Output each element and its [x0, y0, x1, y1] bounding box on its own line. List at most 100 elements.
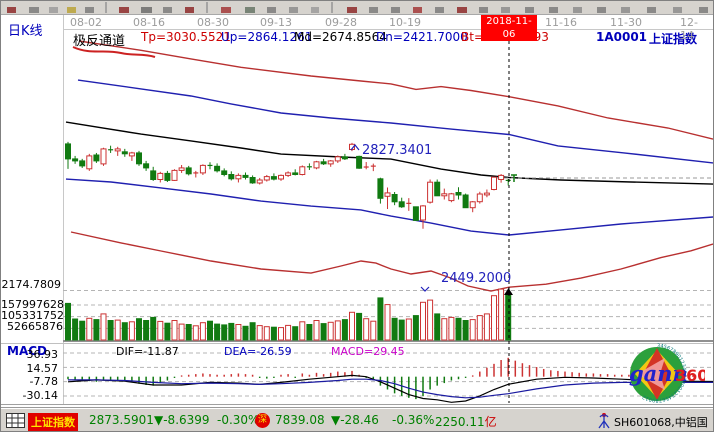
toolbar-icon-fragment[interactable] — [105, 2, 107, 13]
toolbar-icon-fragment[interactable] — [119, 7, 129, 13]
volume-bar[interactable] — [363, 318, 370, 341]
toolbar-icon-fragment[interactable] — [29, 7, 39, 13]
candle-body[interactable] — [448, 193, 455, 202]
quote-grid-icon[interactable] — [6, 413, 25, 428]
volume-bar[interactable] — [327, 321, 334, 341]
toolbar-icon-fragment[interactable] — [573, 7, 582, 13]
volume-bar[interactable] — [349, 311, 355, 341]
volume-bar[interactable] — [164, 322, 171, 341]
volume-bar[interactable] — [462, 320, 469, 341]
toolbar-icon-fragment[interactable] — [435, 7, 444, 13]
volume-bar[interactable] — [107, 320, 114, 341]
volume-bar[interactable] — [306, 324, 313, 341]
candle-body[interactable] — [476, 193, 483, 203]
toolbar-icon-fragment[interactable] — [699, 7, 708, 13]
volume-bar[interactable] — [334, 320, 341, 341]
candle-body[interactable] — [398, 201, 405, 208]
volume-bar[interactable] — [86, 317, 93, 341]
candle-body[interactable] — [65, 143, 71, 160]
candle-body[interactable] — [79, 160, 86, 167]
volume-bar[interactable] — [405, 318, 412, 341]
volume-bar[interactable] — [121, 322, 128, 341]
volume-bar[interactable] — [299, 321, 306, 341]
toolbar-icon-fragment[interactable] — [457, 7, 467, 13]
volume-bar[interactable] — [448, 316, 455, 341]
candle-body[interactable] — [143, 163, 150, 169]
candle-body[interactable] — [86, 155, 93, 170]
toolbar-icon-fragment[interactable] — [49, 7, 58, 13]
volume-bar[interactable] — [370, 320, 377, 341]
candle-body[interactable] — [441, 193, 448, 197]
candle-body[interactable] — [256, 179, 263, 184]
candle-body[interactable] — [157, 172, 164, 180]
volume-bar[interactable] — [491, 295, 497, 341]
volume-bar[interactable] — [65, 302, 71, 341]
candle-body[interactable] — [128, 152, 135, 157]
candle-body[interactable] — [412, 206, 419, 221]
volume-bar[interactable] — [192, 325, 199, 341]
volume-bar[interactable] — [270, 326, 277, 341]
toolbar-icon-fragment[interactable] — [621, 7, 630, 13]
sz-market-icon[interactable]: 深 — [255, 413, 270, 428]
toolbar-icon-fragment[interactable] — [331, 2, 333, 13]
candle-body[interactable] — [263, 176, 270, 181]
volume-bar[interactable] — [263, 326, 270, 341]
candle-body[interactable] — [341, 156, 348, 160]
candle-body[interactable] — [349, 143, 355, 151]
candle-body[interactable] — [114, 148, 121, 152]
volume-bar[interactable] — [384, 304, 391, 341]
toolbar-icon-fragment[interactable] — [163, 7, 172, 13]
volume-bar[interactable] — [434, 313, 441, 341]
channel-indicator-name[interactable]: 极反通道 — [73, 34, 126, 49]
volume-bar[interactable] — [199, 322, 206, 341]
candle-body[interactable] — [199, 164, 206, 174]
toolbar-icon-fragment[interactable] — [597, 7, 606, 13]
toolbar-icon-fragment[interactable] — [391, 7, 400, 13]
volume-bar[interactable] — [93, 319, 100, 341]
candle-body[interactable] — [377, 178, 384, 199]
volume-bar[interactable] — [476, 315, 483, 341]
candle-body[interactable] — [214, 165, 221, 172]
toolbar-icon-fragment[interactable] — [647, 7, 656, 13]
candle-body[interactable] — [249, 177, 256, 184]
candle-body[interactable] — [455, 192, 462, 196]
volume-bar[interactable] — [207, 320, 213, 341]
linked-stock-info[interactable]: SH601068,中铝国际 — [614, 416, 708, 429]
candle-body[interactable] — [498, 174, 505, 180]
volume-bar[interactable] — [178, 323, 185, 341]
volume-bar[interactable] — [285, 324, 292, 341]
toolbar-icon-fragment[interactable] — [206, 2, 208, 13]
volume-bar[interactable] — [441, 318, 448, 341]
candle-body[interactable] — [164, 172, 171, 181]
volume-bar[interactable] — [221, 324, 228, 341]
candle-body[interactable] — [299, 166, 306, 176]
volume-bar[interactable] — [483, 313, 490, 341]
candle-body[interactable] — [136, 152, 142, 165]
volume-bar[interactable] — [72, 318, 79, 341]
volume-bar[interactable] — [136, 318, 142, 341]
macd-pane-title[interactable]: MACD — [7, 344, 47, 358]
candle-body[interactable] — [285, 172, 292, 176]
candle-body[interactable] — [391, 194, 398, 203]
candle-body[interactable] — [491, 176, 497, 190]
toolbar-icon-fragment[interactable] — [549, 7, 558, 13]
volume-bar[interactable] — [256, 325, 263, 341]
candle-body[interactable] — [313, 161, 320, 169]
volume-bar[interactable] — [420, 301, 426, 341]
candle-body[interactable] — [434, 181, 441, 197]
candle-body[interactable] — [72, 158, 79, 162]
candle-body[interactable] — [483, 192, 490, 196]
candle-body[interactable] — [469, 201, 476, 209]
candle-body[interactable] — [185, 167, 192, 175]
volume-bar[interactable] — [249, 322, 256, 341]
candle-body[interactable] — [427, 181, 434, 203]
volume-bar[interactable] — [427, 299, 434, 341]
toolbar-icon-fragment[interactable] — [221, 7, 231, 13]
candle-body[interactable] — [334, 156, 341, 162]
volume-bar[interactable] — [128, 321, 135, 341]
volume-bar[interactable] — [505, 294, 512, 341]
candle-body[interactable] — [93, 154, 100, 162]
toolbar-icon-fragment[interactable] — [525, 7, 534, 13]
volume-bar[interactable] — [356, 312, 363, 341]
